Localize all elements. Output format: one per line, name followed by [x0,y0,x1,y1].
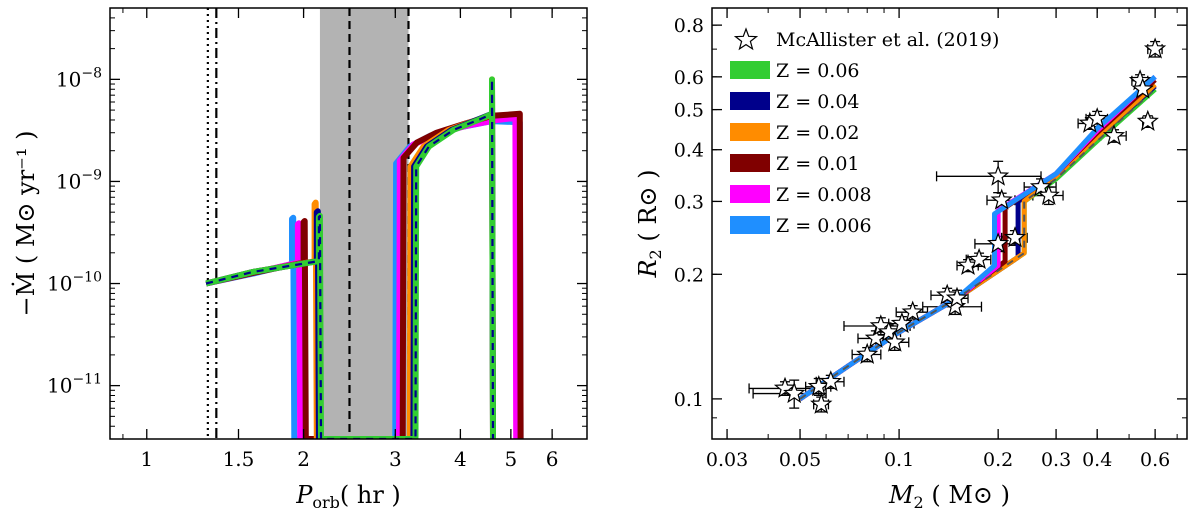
left-x-tick-label: 5 [505,447,518,471]
legend-label-observations: McAllister et al. (2019) [776,29,999,51]
left-x-tick-label: 3 [389,447,402,471]
right-x-tick-label: 0.6 [1140,449,1170,471]
observation-star [856,342,879,364]
right-x-tick-label: 0.03 [706,449,748,471]
observation-star [986,232,1010,254]
legend-star-icon [733,27,759,51]
legend-swatch-0.006 [730,216,770,234]
right-x-tick-label: 0.05 [779,449,821,471]
left-x-tick-label: 1 [140,447,153,471]
left-x-tick-label: 6 [546,447,559,471]
observation-star [1143,37,1167,59]
left-plot-area [205,8,524,439]
right-x-tick-label: 0.4 [1082,449,1112,471]
observation-star [783,381,806,404]
legend-label-0.02: Z = 0.02 [776,122,860,144]
right-x-tick-label: 0.2 [983,449,1013,471]
right-y-tick-label: 0.2 [674,264,704,286]
legend-swatch-0.06 [730,61,770,79]
observation-star [1136,109,1159,131]
right-y-tick-label: 0.1 [674,389,704,411]
left-x-axis-label: Porb( hr ) [295,481,401,511]
observation-star [810,392,833,414]
left-x-tick-label: 4 [454,447,467,471]
observation-star [901,300,924,322]
legend-swatch-0.008 [730,185,770,203]
legend-label-0.01: Z = 0.01 [776,153,860,175]
observation-star [1037,183,1060,205]
right-x-axis-label: M2 ( M⊙ ) [888,481,1010,511]
observation-star [773,376,797,398]
left-x-tick-label: 2 [297,447,310,471]
observation-star [807,374,830,397]
observation-star [990,188,1013,210]
right-y-tick-label: 0.6 [674,67,704,89]
observation-star [877,320,900,342]
legend-label-0.006: Z = 0.006 [776,215,872,237]
observation-star [945,286,969,308]
right-plot-area [748,37,1167,414]
observation-star [890,311,914,334]
legend-swatch-0.02 [730,123,770,141]
observation-star [986,164,1010,186]
legend: McAllister et al. (2019) Z = 0.06 Z = 0.04… [730,27,999,237]
left-y-tick-label: 10−8 [56,65,102,91]
left-x-tick-label: 1.5 [223,447,255,471]
legend-label-0.008: Z = 0.008 [776,184,872,206]
legend-label-0.06: Z = 0.06 [776,60,860,82]
right-y-tick-label: 0.4 [674,140,704,162]
right-y-tick-label: 0.8 [674,15,704,37]
left-y-tick-label: 10−9 [56,167,102,193]
observation-star [864,326,888,348]
observation-star [883,330,906,352]
left-axes-frame [109,7,588,440]
left-y-axis-label: −Ṁ ( M⊙ yr⁻¹ ) [11,131,40,317]
observation-star [819,370,842,392]
left-y-tick-label: 10−11 [47,372,102,398]
left-y-tick-label: 10−10 [47,270,102,296]
right-x-tick-label: 0.3 [1041,449,1071,471]
observation-star [967,247,991,270]
right-x-tick-label: 0.1 [884,449,914,471]
right-y-axis-label: R2 ( R⊙ ) [634,169,665,278]
legend-label-0.04: Z = 0.04 [776,91,860,113]
observation-star [936,283,959,305]
right-panel: 0.03 0.05 0.1 0.2 0.3 0.4 0.6 0.1 0.2 0.3 0.4 0.5 0.… [634,7,1188,511]
observation-star [1003,226,1027,248]
left-panel: 1 1.5 2 3 4 5 6 10−11 10−10 10−9 10−8 Porb( hr ) −Ṁ … [11,7,588,511]
legend-swatch-0.04 [730,92,770,110]
legend-swatch-0.01 [730,154,770,172]
left-series-dash-overlay [205,78,495,439]
observation-star [1131,77,1154,99]
observation-star [1102,124,1126,146]
right-axes-frame [711,7,1188,440]
observation-star [1086,107,1109,129]
right-y-tick-label: 0.3 [674,191,704,213]
observation-star [1029,175,1053,197]
right-y-tick-label: 0.5 [674,100,704,122]
